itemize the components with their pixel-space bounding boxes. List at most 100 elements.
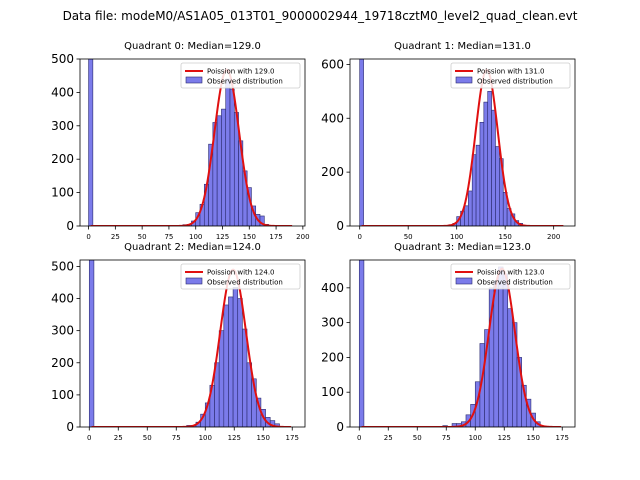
histogram-bar [237,298,243,427]
y-tick-label: 400 [51,85,74,99]
x-tick-label: 100 [199,434,212,442]
histogram-bar [229,88,235,226]
legend-bars-swatch [185,76,203,84]
y-tick-label: 400 [321,111,344,125]
poisson-curve [361,267,562,427]
x-tick-label: 100 [189,233,202,241]
poisson-curve [361,68,564,226]
x-tick-label: 125 [228,434,241,442]
x-tick-label: 150 [498,233,511,241]
histogram-bar [498,266,504,427]
x-tick-label: 150 [243,233,256,241]
x-tick-label: 50 [138,233,147,241]
histogram-bar [479,121,485,226]
x-tick-label: 200 [296,233,309,241]
y-tick-label: 300 [321,316,344,330]
x-tick-label: 25 [111,233,120,241]
y-tick-label: 200 [321,165,344,179]
legend-bars-swatch [455,76,473,84]
x-tick-label: 175 [286,434,299,442]
histogram-bar [507,308,513,427]
x-tick-label: 200 [547,233,560,241]
y-tick-label: 200 [321,350,344,364]
legend-curve-label: Poission with 123.0 [477,269,545,277]
histogram-bar [493,280,499,427]
legend: Poission with 129.0 Observed distribution [180,62,301,89]
y-tick-label: 600 [321,57,344,71]
histogram-bar [475,144,481,226]
y-tick-label: 400 [321,281,344,295]
x-tick-label: 25 [384,434,393,442]
legend-bars-label: Observed distribution [477,78,553,86]
legend: Poission with 131.0 Observed distribution [450,62,571,89]
legend-bars-swatch [455,277,473,285]
histogram-bar [88,59,94,226]
x-tick-label: 175 [556,434,569,442]
histogram-bar [223,304,229,427]
panel-title: Quadrant 0: Median=129.0 [124,41,261,52]
panel-title: Quadrant 1: Median=131.0 [394,41,531,52]
histogram-bar [502,273,509,427]
panel-quadrant-2: 0 100 200 300 400 500 0 25 50 75 100 125 150 175 Quadr… [51,242,306,442]
y-tick-label: 0 [66,420,74,434]
histogram-bar [487,91,492,226]
y-tick-label: 300 [51,324,74,338]
x-tick-label: 100 [450,233,463,241]
histogram-bar [216,115,222,226]
y-tick-label: 0 [66,219,74,233]
y-tick-label: 500 [51,259,74,273]
x-tick-label: 75 [442,434,451,442]
x-tick-label: 0 [357,233,361,241]
histogram-bar [225,78,231,226]
panel-quadrant-1: 0 200 400 600 0 50 100 150 200 Quadrant 1: Median… [321,41,576,241]
axes-frame [79,259,306,428]
histogram-bar [242,328,248,427]
figure-title: Data file: modeM0/AS1A05_013T01_90000029… [63,9,578,23]
histogram-bar [232,286,239,427]
panel-quadrant-0: 0 100 200 300 400 500 0 25 50 75 100 125 150 175 200 Qu… [51,41,309,241]
y-tick-label: 200 [51,152,74,166]
histogram-bar [88,260,95,427]
histogram-bar [218,330,225,427]
histogram-bar [495,146,500,226]
y-tick-label: 100 [51,388,74,402]
histogram-bar [228,296,234,427]
legend-bars-label: Observed distribution [207,279,283,287]
histogram-bar [483,101,489,226]
panel-title: Quadrant 2: Median=124.0 [124,242,261,253]
x-tick-label: 150 [527,434,540,442]
y-tick-label: 100 [51,186,74,200]
axes-frame [79,58,306,227]
legend-curve-label: Poission with 124.0 [207,269,275,277]
x-tick-label: 0 [357,434,361,442]
histogram-bar [471,154,477,226]
y-tick-label: 200 [51,356,74,370]
legend: Poission with 123.0 Observed distribution [450,263,571,290]
x-tick-label: 125 [498,434,511,442]
x-tick-label: 75 [164,233,173,241]
legend-curve-label: Poission with 129.0 [207,68,275,76]
axes-frame [349,259,576,428]
y-tick-label: 0 [336,219,344,233]
histogram-bar [464,205,469,226]
y-tick-label: 400 [51,292,74,306]
legend: Poission with 124.0 Observed distribution [180,263,301,290]
panel-quadrant-3: 0 100 200 300 400 0 25 50 75 100 125 150 175 Quadrant… [321,242,576,442]
x-tick-label: 175 [269,233,282,241]
y-tick-label: 100 [321,385,344,399]
legend-bars-label: Observed distribution [477,279,553,287]
x-tick-label: 125 [216,233,229,241]
x-tick-label: 0 [86,233,90,241]
histogram-bar [221,108,227,226]
legend-bars-swatch [185,277,203,285]
x-tick-label: 150 [257,434,270,442]
x-tick-label: 0 [87,434,91,442]
x-tick-label: 50 [143,434,152,442]
axes-frame [349,58,576,227]
y-tick-label: 500 [51,52,74,66]
histogram-bar [358,260,365,427]
x-tick-label: 75 [172,434,181,442]
x-tick-label: 100 [469,434,482,442]
legend-curve-label: Poission with 131.0 [477,68,545,76]
